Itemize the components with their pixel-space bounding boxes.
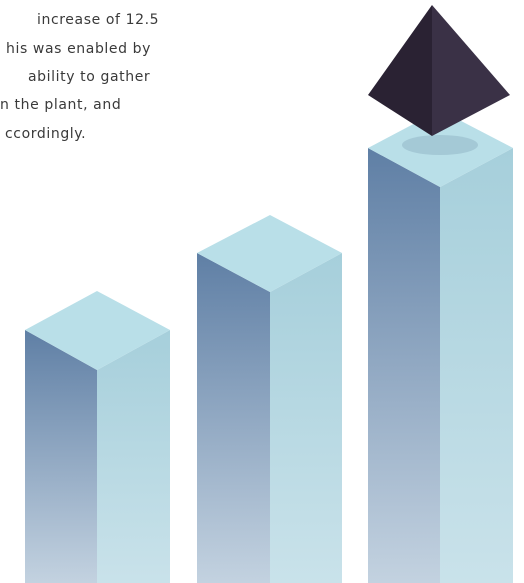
pyramid-gem <box>368 5 510 136</box>
text-line: ability to gather <box>28 69 151 85</box>
text-line: n the plant, and <box>0 97 122 113</box>
text-line: his was enabled by <box>6 41 152 57</box>
text-line: increase of 12.5 <box>37 12 160 28</box>
bar-medium <box>197 215 342 583</box>
text-line: ccordingly. <box>5 126 87 142</box>
bar-small <box>25 291 170 583</box>
bar-tall <box>368 110 513 583</box>
